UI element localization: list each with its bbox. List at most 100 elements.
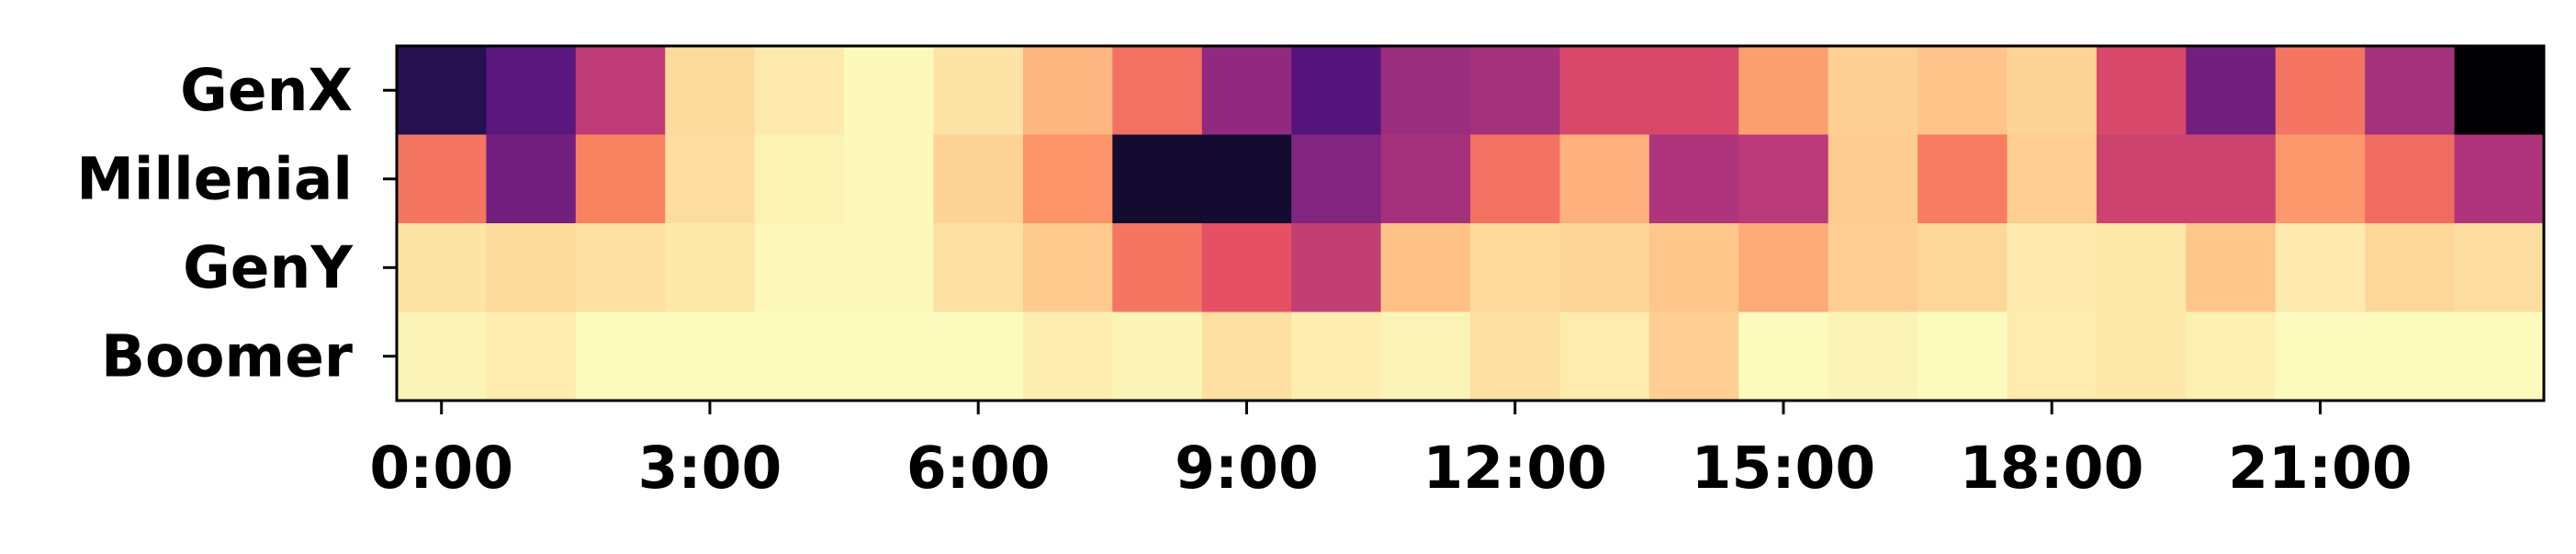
heatmap-cell	[933, 223, 1024, 313]
heatmap-cell	[844, 134, 935, 224]
heatmap-cell	[1380, 311, 1471, 401]
y-axis: GenX Millenial GenY Boomer	[76, 57, 397, 390]
heatmap-cell	[1559, 311, 1650, 401]
heatmap-cell	[397, 311, 488, 401]
heatmap-cell	[2186, 223, 2277, 313]
heatmap-cell	[1648, 46, 1739, 136]
heatmap-cell	[486, 46, 577, 136]
heatmap-cell	[754, 46, 845, 136]
heatmap-cell	[1201, 134, 1292, 224]
x-tick-label: 18:00	[1960, 435, 2144, 502]
heatmap-cell	[1470, 134, 1561, 224]
heatmap-cell	[1648, 311, 1739, 401]
y-tick-label: GenX	[180, 57, 353, 124]
heatmap-cell	[2186, 311, 2277, 401]
heatmap-cell	[1291, 134, 1382, 224]
x-tick-label: 12:00	[1423, 435, 1607, 502]
heatmap-cells	[397, 46, 2545, 401]
heatmap-cell	[397, 134, 488, 224]
heatmap-cell	[1112, 311, 1203, 401]
heatmap-cell	[933, 46, 1024, 136]
heatmap-cell	[397, 223, 488, 313]
heatmap-cell	[2454, 134, 2545, 224]
heatmap-cell	[1022, 134, 1113, 224]
heatmap-cell	[2365, 311, 2456, 401]
heatmap-cell	[2275, 311, 2366, 401]
heatmap-cell	[486, 223, 577, 313]
x-axis: 0:00 3:00 6:00 9:00 12:00 15:00 18:00 21:00	[369, 401, 2413, 502]
heatmap-cell	[1918, 134, 2008, 224]
heatmap-cell	[2186, 134, 2277, 224]
y-tick-label: GenY	[183, 234, 354, 301]
heatmap-cell	[2007, 46, 2098, 136]
heatmap-cell	[665, 46, 756, 136]
heatmap-cell	[844, 46, 935, 136]
heatmap-cell	[1022, 311, 1113, 401]
heatmap-cell	[1828, 134, 1918, 224]
heatmap-cell	[2275, 46, 2366, 136]
heatmap-cell	[1112, 46, 1203, 136]
plot-frame	[395, 44, 2546, 402]
heatmap-cell	[486, 311, 577, 401]
x-tick-label: 0:00	[369, 435, 513, 502]
heatmap-cell	[1648, 223, 1739, 313]
heatmap-cell	[844, 311, 935, 401]
heatmap-cell	[665, 311, 756, 401]
heatmap-cell	[2454, 46, 2545, 136]
heatmap-cell	[1738, 46, 1829, 136]
heatmap-cell	[1201, 46, 1292, 136]
heatmap-cell	[665, 223, 756, 313]
heatmap-cell	[1380, 134, 1471, 224]
heatmap-cell	[2365, 46, 2456, 136]
heatmap-cell	[1112, 134, 1203, 224]
heatmap-cell	[1918, 46, 2008, 136]
heatmap-cell	[1559, 134, 1650, 224]
heatmap-cell	[1559, 223, 1650, 313]
heatmap-cell	[2096, 311, 2187, 401]
heatmap-cell	[575, 134, 666, 224]
heatmap-cell	[933, 311, 1024, 401]
x-tick-label: 9:00	[1175, 435, 1319, 502]
heatmap-cell	[665, 134, 756, 224]
heatmap-cell	[1291, 46, 1382, 136]
heatmap-cell	[1738, 311, 1829, 401]
heatmap-cell	[575, 46, 666, 136]
heatmap-cell	[1380, 46, 1471, 136]
x-tick-label: 6:00	[906, 435, 1051, 502]
heatmap-cell	[1559, 46, 1650, 136]
heatmap-cell	[1470, 223, 1561, 313]
heatmap-cell	[933, 134, 1024, 224]
heatmap-cell	[1828, 311, 1918, 401]
heatmap-cell	[1918, 223, 2008, 313]
heatmap-cell	[1380, 223, 1471, 313]
heatmap-cell	[2186, 46, 2277, 136]
heatmap-cell	[397, 46, 488, 136]
heatmap-cell	[1022, 46, 1113, 136]
heatmap-cell	[1201, 311, 1292, 401]
heatmap-cell	[1738, 134, 1829, 224]
heatmap-cell	[2454, 223, 2545, 313]
heatmap-cell	[2007, 311, 2098, 401]
heatmap-cell	[1201, 223, 1292, 313]
heatmap-cell	[754, 223, 845, 313]
x-tick-label: 3:00	[638, 435, 782, 502]
heatmap-cell	[575, 223, 666, 313]
heatmap-cell	[1291, 223, 1382, 313]
heatmap-cell	[2454, 311, 2545, 401]
heatmap-cell	[2096, 134, 2187, 224]
x-tick-label: 21:00	[2228, 435, 2413, 502]
heatmap-cell	[2096, 46, 2187, 136]
heatmap-cell	[1918, 311, 2008, 401]
heatmap-cell	[1648, 134, 1739, 224]
heatmap-cell	[2365, 134, 2456, 224]
heatmap-cell	[1470, 311, 1561, 401]
heatmap-cell	[1112, 223, 1203, 313]
heatmap-cell	[2275, 134, 2366, 224]
heatmap-cell	[2007, 223, 2098, 313]
heatmap-cell	[486, 134, 577, 224]
heatmap-cell	[2096, 223, 2187, 313]
heatmap-cell	[754, 134, 845, 224]
heatmap-cell	[1022, 223, 1113, 313]
heatmap-cell	[2007, 134, 2098, 224]
y-tick-label: Millenial	[76, 145, 353, 212]
